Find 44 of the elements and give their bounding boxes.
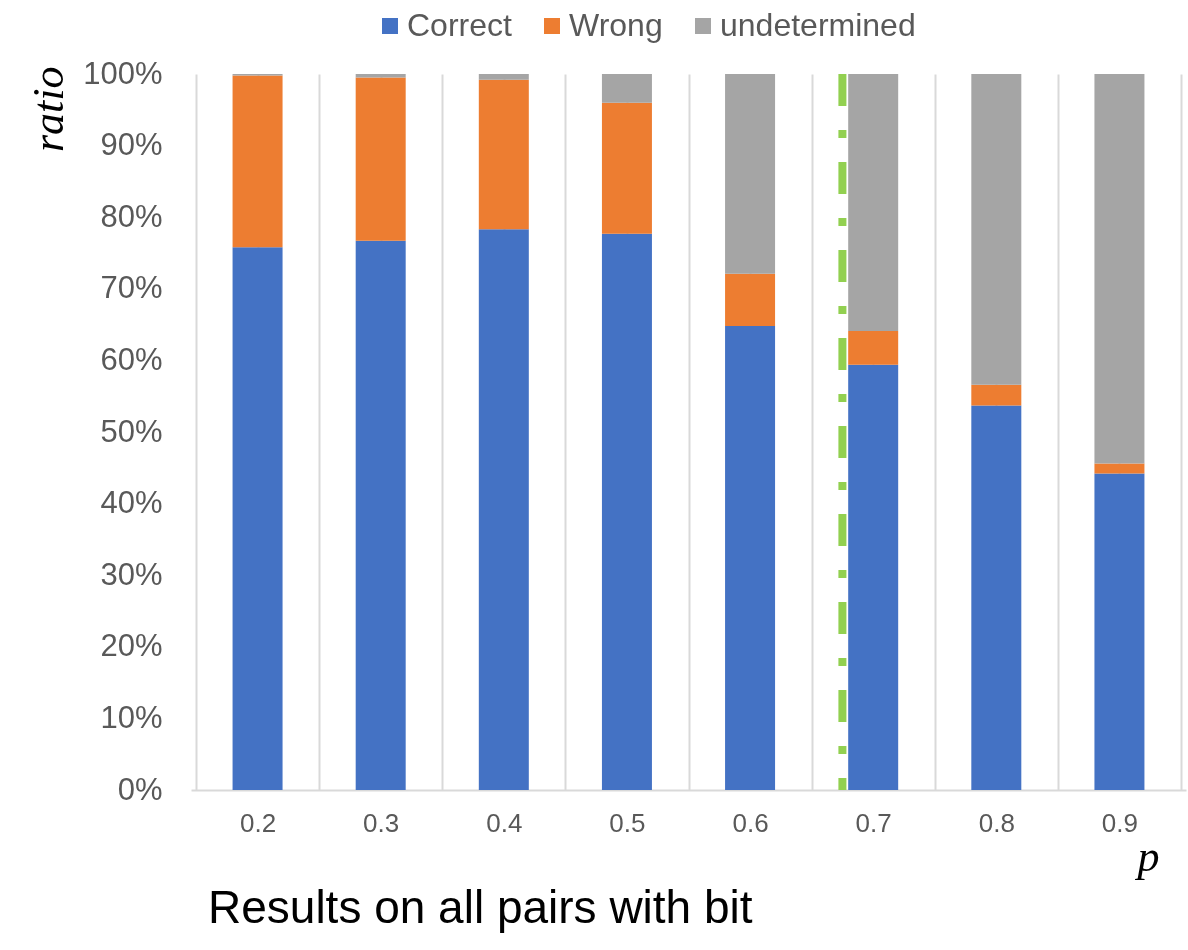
- legend-label: Correct: [407, 7, 513, 43]
- bar: [355, 77, 406, 241]
- legend-label: Wrong: [569, 7, 663, 43]
- x-tick-label: 0.5: [609, 807, 646, 838]
- bar: [725, 326, 776, 790]
- bar: [971, 405, 1022, 790]
- bar: [601, 233, 652, 790]
- y-tick-label: 100%: [83, 55, 163, 91]
- x-tick-label: 0.2: [239, 807, 277, 838]
- bar: [725, 74, 776, 274]
- bar: [478, 79, 529, 230]
- y-tick-label: 70%: [100, 270, 163, 306]
- bar: [1094, 473, 1145, 790]
- y-tick-label: 60%: [100, 341, 163, 377]
- x-tick-label: 0.7: [855, 807, 892, 838]
- bar: [848, 331, 899, 365]
- bar: [601, 102, 652, 234]
- bar: [971, 74, 1022, 385]
- y-tick-label: 10%: [100, 699, 163, 735]
- text: Results on all pairs with bit: [208, 881, 753, 933]
- y-tick-label: 80%: [100, 198, 163, 234]
- y-axis-title: ratio: [23, 66, 73, 153]
- y-tick-label: 30%: [100, 556, 163, 592]
- x-tick-label: 0.6: [732, 807, 769, 838]
- y-tick-label: 20%: [100, 628, 163, 664]
- bar: [601, 74, 652, 103]
- bar: [1094, 463, 1145, 474]
- y-tick-label: 40%: [100, 485, 163, 521]
- x-tick-label: 0.8: [978, 807, 1015, 838]
- bar: [355, 74, 406, 78]
- bar: [355, 240, 406, 790]
- x-tick-label: 0.4: [486, 807, 523, 838]
- legend-label: undetermined: [720, 7, 916, 43]
- bar: [232, 75, 283, 248]
- bar: [478, 229, 529, 790]
- bar: [1094, 74, 1145, 464]
- y-tick-label: 50%: [100, 413, 163, 449]
- bar: [971, 384, 1022, 406]
- bar: [478, 74, 529, 80]
- y-tick-label: 0%: [117, 771, 163, 807]
- bar: [232, 247, 283, 790]
- bar: [725, 273, 776, 327]
- y-tick-label: 90%: [100, 127, 163, 163]
- x-tick-label: 0.3: [363, 807, 400, 838]
